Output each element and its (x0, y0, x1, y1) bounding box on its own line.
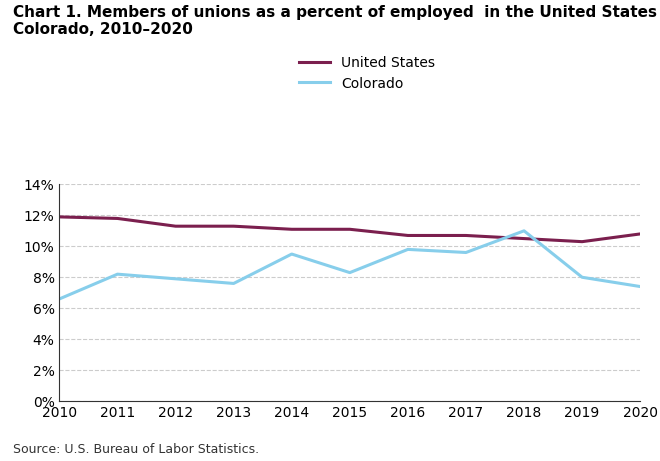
United States (172, 224, 180, 229)
Text: Chart 1. Members of unions as a percent of employed  in the United States and
Co: Chart 1. Members of unions as a percent … (13, 5, 660, 37)
Colorado (288, 251, 296, 257)
Colorado (404, 247, 412, 252)
United States (55, 214, 63, 220)
United States (288, 226, 296, 232)
Line: Colorado: Colorado (59, 231, 640, 299)
United States (404, 233, 412, 238)
Line: United States: United States (59, 217, 640, 242)
United States (520, 236, 528, 242)
Colorado (520, 228, 528, 234)
Legend: United States, Colorado: United States, Colorado (294, 50, 441, 96)
Colorado (636, 284, 644, 290)
United States (114, 216, 121, 221)
United States (578, 239, 586, 244)
Colorado (462, 250, 470, 255)
Colorado (230, 281, 238, 286)
United States (636, 231, 644, 236)
United States (346, 226, 354, 232)
Colorado (172, 276, 180, 282)
United States (230, 224, 238, 229)
Text: Source: U.S. Bureau of Labor Statistics.: Source: U.S. Bureau of Labor Statistics. (13, 443, 259, 456)
Colorado (114, 272, 121, 277)
Colorado (55, 296, 63, 301)
Colorado (578, 274, 586, 280)
Colorado (346, 270, 354, 275)
United States (462, 233, 470, 238)
